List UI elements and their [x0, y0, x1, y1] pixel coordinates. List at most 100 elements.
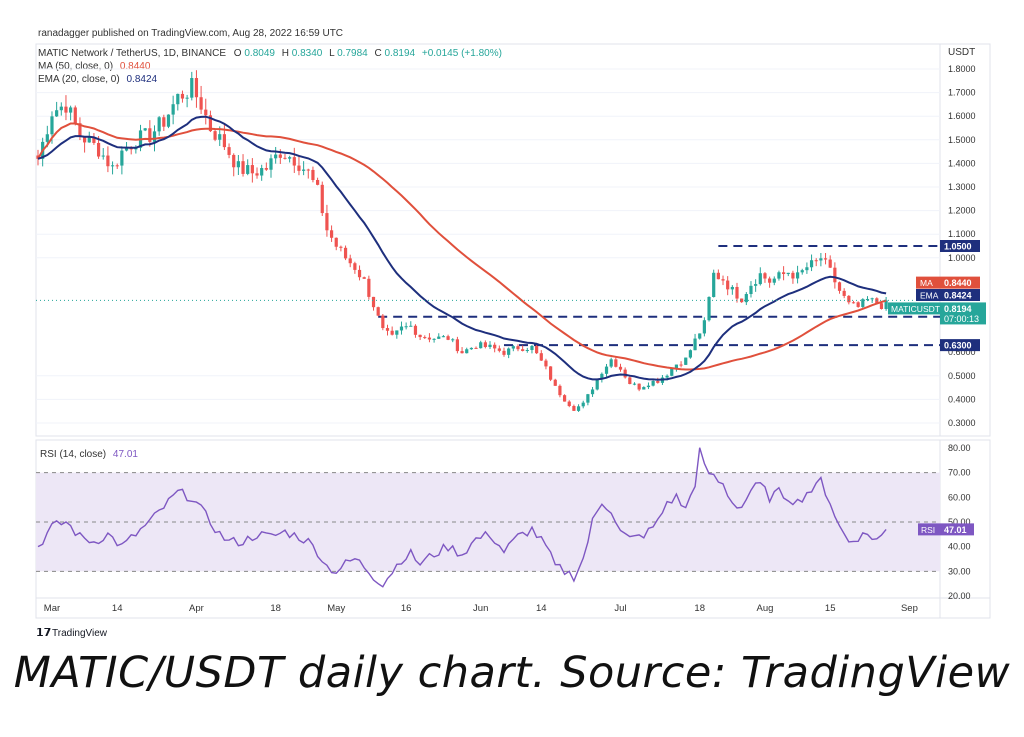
ma-line [37, 122, 887, 371]
candle-body [404, 326, 408, 328]
candle-body [488, 344, 492, 348]
candle-body [637, 383, 641, 390]
candle-body [78, 123, 82, 137]
candle-body [581, 402, 585, 407]
rsi-line [37, 447, 887, 588]
last-price-symbol-box [888, 302, 940, 315]
candle-body [427, 337, 432, 340]
price-tick-label: 1.7000 [948, 88, 976, 98]
candle-body [236, 161, 240, 168]
candle-body [856, 302, 860, 307]
ema-tag: EMA 0.8424 [916, 288, 980, 301]
candle-body [50, 116, 54, 135]
candle-body [646, 385, 651, 388]
candle-body [213, 131, 217, 140]
last-price-symbol: MATICUSDT [891, 304, 940, 314]
candle-body [437, 336, 441, 339]
candle-body [329, 230, 334, 238]
candle-body [465, 349, 469, 354]
price-tick-label: 1.3000 [948, 182, 976, 192]
time-tick-label: Sep [901, 603, 918, 614]
candle-body [721, 279, 725, 281]
candle-body [670, 368, 674, 376]
candle-body [306, 169, 310, 171]
candle-body [726, 280, 730, 290]
candle-body [343, 247, 348, 259]
candle-body [45, 134, 49, 142]
candle-body [451, 339, 455, 341]
level-tag-text: 1.0500 [944, 242, 972, 252]
candle-body [469, 347, 473, 350]
candle-body [264, 168, 268, 170]
ma-tag-label: MA [920, 278, 933, 288]
level-lines [378, 245, 940, 347]
candle-body [656, 381, 660, 383]
published-line: ranadagger published on TradingView.com,… [38, 28, 343, 39]
tv-logo-icon: 𝟭𝟳 [36, 627, 51, 639]
candle-body [879, 303, 884, 310]
candle-body [586, 394, 590, 403]
candle-body [562, 395, 567, 402]
candle-body [316, 179, 320, 185]
candle-body [241, 161, 245, 174]
candle-body [59, 106, 63, 111]
rsi-legend: RSI (14, close) 47.01 [40, 449, 138, 460]
candle-body [101, 155, 105, 157]
candle-body [693, 338, 697, 351]
candle-body [521, 349, 525, 351]
candle-body [502, 350, 506, 355]
candle-body [483, 342, 487, 348]
candle-body [255, 173, 259, 176]
rsi-tick-label: 70.00 [948, 468, 971, 478]
candle-body [302, 169, 306, 171]
level-tag: 1.0500 [940, 240, 980, 252]
price-tick-label: 0.4000 [948, 394, 976, 404]
candle-body [837, 282, 842, 291]
price-grid [36, 68, 940, 424]
candle-body [292, 157, 296, 166]
candle-body [749, 285, 753, 295]
candle-body [558, 385, 562, 396]
candle-body [590, 389, 595, 395]
candle-body [772, 278, 776, 283]
ma-legend: MA (50, close, 0) 0.8440 [38, 61, 151, 72]
rsi-grid: 20.00 30.00 40.00 50.00 60.00 70.00 80.00 [36, 443, 971, 601]
candle-body [246, 165, 250, 174]
candle-body [110, 165, 115, 167]
tradingview-brand: TradingView [52, 628, 108, 639]
candle-body [320, 184, 324, 214]
candle-body [455, 339, 459, 352]
candle-body [171, 104, 175, 115]
candle-body [679, 364, 683, 366]
candle-body [800, 270, 804, 273]
candle-body [809, 260, 814, 268]
candle-body [73, 107, 77, 124]
candle-body [176, 93, 180, 105]
candle-body [642, 387, 646, 390]
rsi-tag-value: 47.01 [944, 525, 967, 535]
candle-body [530, 345, 534, 351]
candle-body [162, 117, 166, 127]
candle-body [623, 369, 627, 378]
candle-body [381, 315, 385, 329]
candle-body [334, 237, 338, 247]
candle-body [507, 348, 511, 355]
candle-body [777, 272, 781, 279]
candle-body [851, 302, 856, 304]
time-tick-label: 18 [270, 603, 281, 614]
time-tick-label: 18 [694, 603, 705, 614]
candle-body [460, 351, 464, 354]
candle-body [357, 269, 362, 278]
candle-body [87, 137, 91, 143]
rsi-legend-value: 47.01 [113, 449, 138, 460]
candle-body [795, 272, 800, 279]
tradingview-logo: 𝟭𝟳 TradingView [36, 627, 108, 639]
candle-body [553, 379, 557, 386]
price-tick-label: 1.2000 [948, 206, 976, 216]
ema-tag-value: 0.8424 [944, 290, 972, 300]
candle-body [628, 377, 632, 385]
candle-body [754, 284, 758, 286]
candle-body [707, 296, 711, 321]
candle-body [539, 353, 543, 361]
ma-tag: MA 0.8440 [916, 276, 980, 289]
